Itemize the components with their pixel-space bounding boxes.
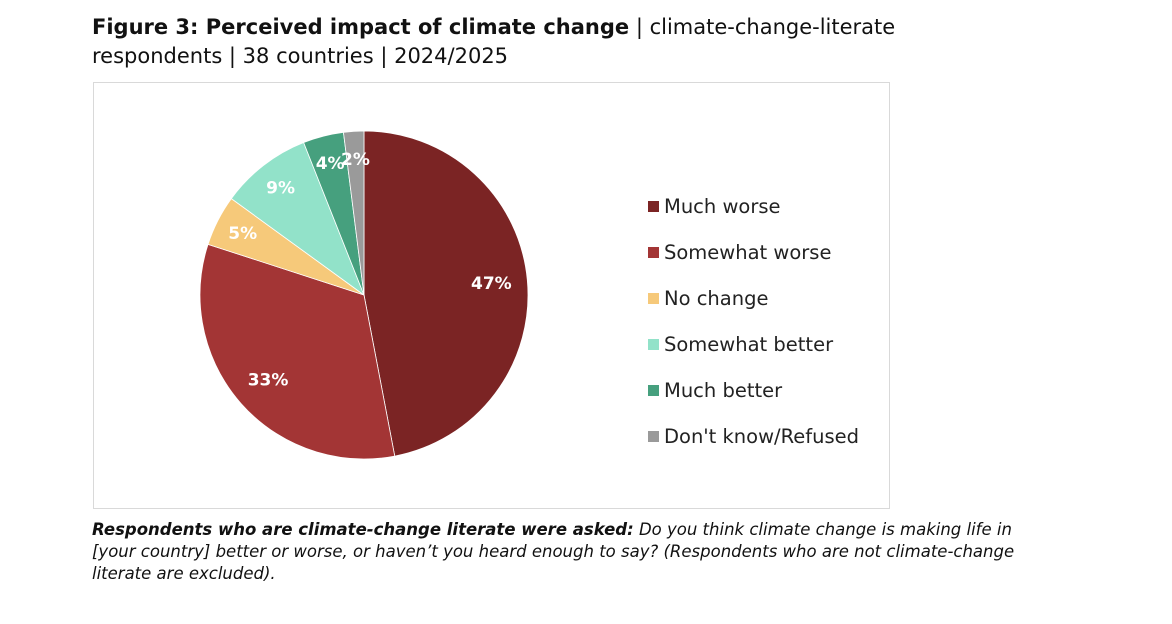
legend-swatch [648, 384, 659, 396]
data-label: 47% [471, 274, 512, 294]
pie-slice-much-worse [363, 130, 529, 457]
legend-item: Much better [648, 367, 859, 413]
data-label: 2% [341, 150, 370, 170]
pie-slice-somewhat-worse [199, 243, 396, 460]
legend-swatch [648, 200, 659, 212]
legend-item: Don't know/Refused [648, 413, 859, 459]
legend-swatch [648, 430, 659, 442]
legend-label: No change [664, 286, 769, 310]
legend-swatch [648, 246, 659, 258]
pie-slice-don-t-know-refused [342, 130, 365, 296]
legend-item: No change [648, 275, 859, 321]
legend-item: Much worse [648, 183, 859, 229]
legend-item: Somewhat worse [648, 229, 859, 275]
legend-label: Much better [664, 378, 783, 402]
data-label: 33% [248, 371, 289, 391]
caption-text: Do you think climate change is making li… [92, 520, 1015, 583]
data-label: 4% [316, 154, 345, 174]
chart-frame [93, 82, 890, 509]
legend-label: Somewhat worse [664, 240, 832, 264]
caption: Respondents who are climate-change liter… [92, 519, 1052, 585]
title-subtitle: | climate-change-literate respondents | … [92, 15, 896, 68]
title-bold: Figure 3: Perceived impact of climate ch… [92, 15, 630, 39]
legend-label: Don't know/Refused [664, 424, 860, 448]
pie-slice-somewhat-better [230, 141, 365, 297]
legend-swatch [648, 338, 659, 350]
legend-swatch [648, 292, 659, 304]
legend: Much worse Somewhat worse No change Somewha… [648, 183, 859, 459]
legend-item: Somewhat better [648, 321, 859, 367]
data-label: 9% [266, 178, 295, 198]
figure-title: Figure 3: Perceived impact of climate ch… [92, 13, 992, 71]
legend-label: Somewhat better [664, 332, 834, 356]
legend-label: Much worse [664, 194, 781, 218]
caption-bold: Respondents who are climate-change liter… [92, 520, 634, 539]
data-label: 5% [228, 224, 257, 244]
